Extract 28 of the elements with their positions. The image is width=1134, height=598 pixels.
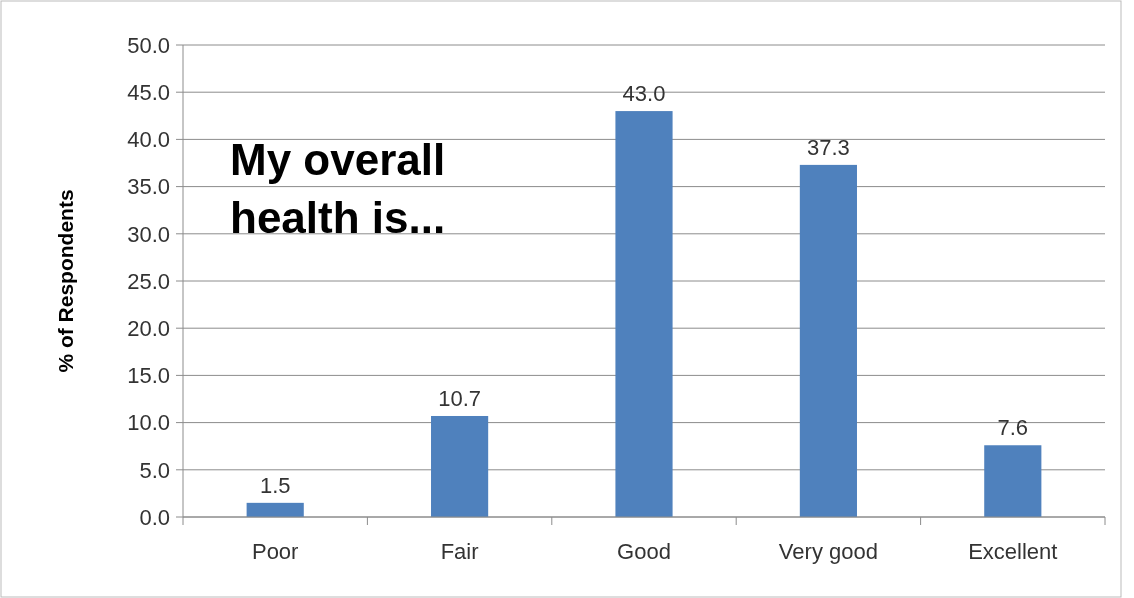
data-label: 1.5 <box>259 472 291 498</box>
y-tick-label: 10.0 <box>127 410 170 436</box>
y-tick-label: 35.0 <box>127 174 170 200</box>
data-label: 43.0 <box>622 81 666 107</box>
text: My overall health is... <box>230 135 446 242</box>
bar <box>246 502 304 517</box>
x-tick-label: Fair <box>440 539 479 564</box>
x-tick-label: Excellent <box>968 539 1058 564</box>
data-label: 10.7 <box>438 385 482 411</box>
x-tick-label: Good <box>617 539 671 564</box>
y-tick-label: 25.0 <box>127 268 170 294</box>
y-tick-label: 0.0 <box>139 504 170 530</box>
bar <box>615 111 673 517</box>
data-label: 7.6 <box>997 415 1029 441</box>
y-tick-label: 45.0 <box>127 79 170 105</box>
bar <box>431 415 489 517</box>
data-label: 37.3 <box>806 134 850 160</box>
y-tick-label: 5.0 <box>139 457 170 483</box>
y-tick-label: 15.0 <box>127 363 170 389</box>
y-tick-label: 50.0 <box>127 32 170 58</box>
x-tick-label: Very good <box>778 539 878 564</box>
x-tick-label: Poor <box>251 539 299 564</box>
y-tick-label: 20.0 <box>127 315 170 341</box>
y-axis-title: % of Respondents <box>54 189 77 373</box>
bar <box>799 164 857 517</box>
y-tick-label: 40.0 <box>127 127 170 153</box>
y-tick-label: 30.0 <box>127 221 170 247</box>
bar <box>984 445 1042 517</box>
